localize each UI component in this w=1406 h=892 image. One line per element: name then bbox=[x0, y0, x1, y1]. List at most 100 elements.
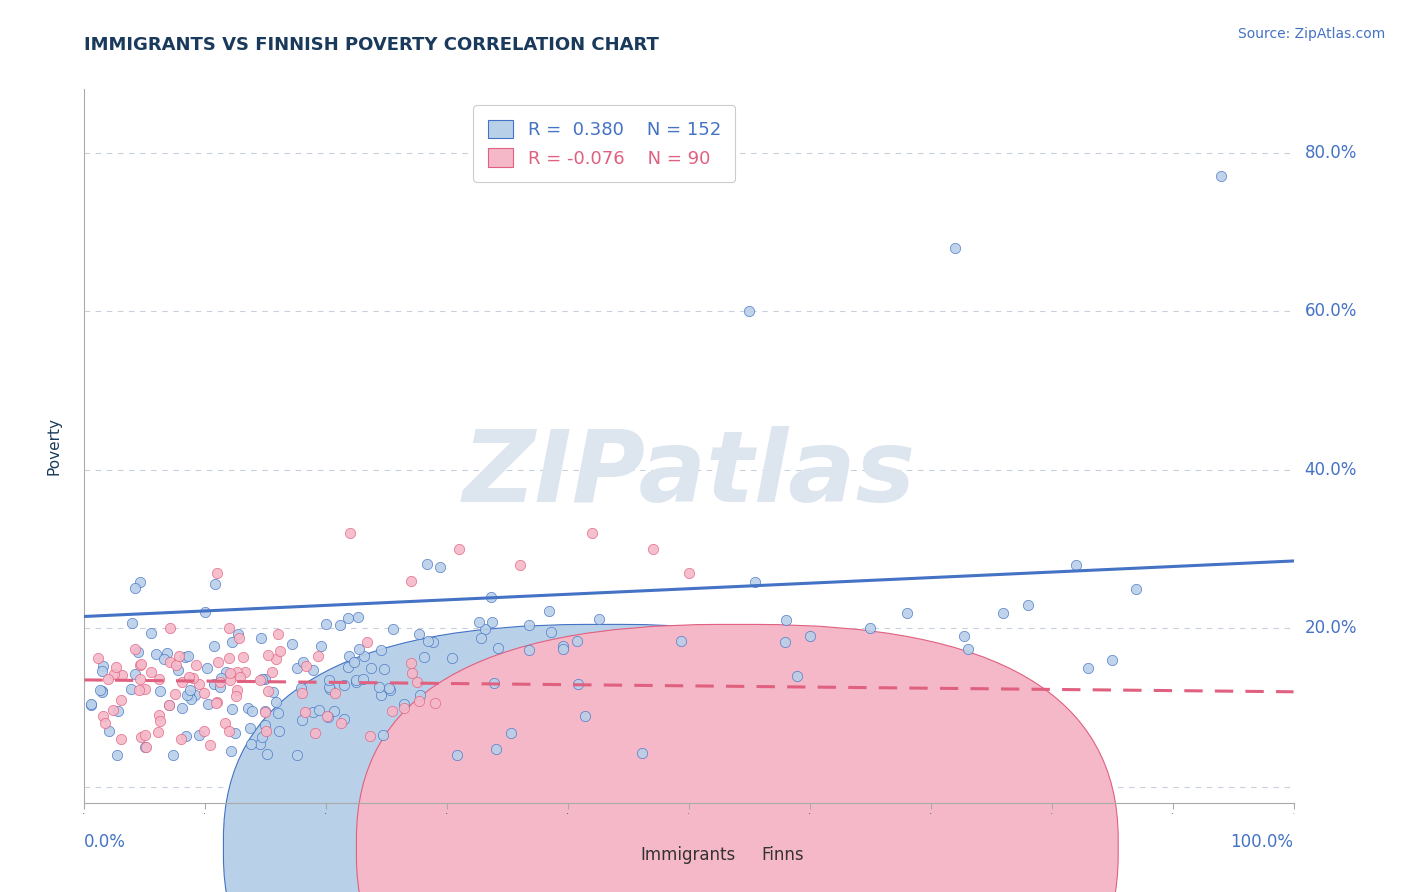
Point bbox=[218, 621, 240, 635]
Point bbox=[218, 650, 240, 665]
Point bbox=[479, 590, 502, 604]
Text: 60.0%: 60.0% bbox=[1305, 302, 1357, 320]
Point bbox=[249, 737, 271, 751]
Point bbox=[318, 673, 340, 687]
Point bbox=[184, 688, 207, 702]
Point bbox=[359, 730, 381, 744]
Point bbox=[565, 634, 588, 648]
Point bbox=[149, 714, 172, 728]
Point bbox=[103, 667, 125, 681]
Point bbox=[429, 560, 451, 574]
Point bbox=[256, 747, 278, 761]
Point bbox=[481, 615, 503, 629]
Point bbox=[267, 626, 290, 640]
Point bbox=[224, 726, 246, 740]
Point bbox=[392, 701, 415, 715]
Point bbox=[574, 709, 596, 723]
Point bbox=[172, 700, 194, 714]
Point bbox=[484, 676, 506, 690]
Point bbox=[349, 642, 371, 657]
Point bbox=[229, 670, 252, 684]
Point bbox=[360, 661, 382, 675]
Point bbox=[225, 689, 247, 703]
Point bbox=[128, 683, 150, 698]
Point bbox=[329, 715, 352, 730]
Point bbox=[90, 685, 112, 699]
Point bbox=[139, 665, 162, 679]
Point bbox=[134, 681, 156, 696]
Point bbox=[157, 698, 180, 713]
Point bbox=[467, 615, 489, 630]
Point bbox=[91, 709, 114, 723]
Point bbox=[221, 744, 243, 758]
Point bbox=[371, 727, 394, 741]
Point bbox=[474, 622, 496, 636]
Point bbox=[323, 704, 346, 718]
Point bbox=[228, 631, 250, 645]
Point bbox=[167, 648, 190, 663]
Point bbox=[153, 651, 176, 665]
Point bbox=[124, 582, 146, 596]
Point bbox=[392, 698, 415, 712]
Point bbox=[104, 660, 127, 674]
Point bbox=[204, 576, 226, 591]
Point bbox=[381, 705, 404, 719]
Point bbox=[671, 634, 693, 648]
Point bbox=[329, 617, 352, 632]
Point bbox=[287, 660, 309, 674]
Point bbox=[301, 705, 323, 719]
Point bbox=[301, 663, 323, 677]
Point bbox=[370, 643, 392, 657]
Point bbox=[409, 688, 432, 702]
Point bbox=[630, 746, 652, 760]
Point bbox=[405, 674, 427, 689]
Point bbox=[250, 730, 273, 744]
Point bbox=[337, 611, 360, 625]
Point bbox=[219, 673, 242, 688]
Point bbox=[319, 681, 342, 696]
Point bbox=[165, 658, 187, 673]
Point bbox=[416, 557, 439, 571]
Point bbox=[179, 682, 201, 697]
Point bbox=[352, 673, 374, 687]
Point bbox=[239, 722, 262, 736]
Point bbox=[413, 649, 436, 664]
Point bbox=[226, 682, 249, 697]
Point bbox=[174, 729, 197, 743]
Point bbox=[141, 625, 163, 640]
Point bbox=[159, 621, 181, 635]
Point bbox=[207, 566, 229, 580]
Point bbox=[449, 542, 471, 557]
Point bbox=[377, 681, 399, 696]
Point bbox=[401, 666, 423, 681]
Point bbox=[179, 670, 201, 684]
FancyBboxPatch shape bbox=[224, 624, 986, 892]
Point bbox=[250, 672, 273, 686]
Point bbox=[155, 646, 177, 660]
Point bbox=[581, 526, 603, 541]
Point bbox=[145, 647, 167, 661]
Point bbox=[343, 655, 366, 669]
Point bbox=[344, 673, 367, 687]
Point bbox=[134, 728, 156, 742]
Point bbox=[131, 731, 153, 745]
Point bbox=[240, 704, 263, 718]
Point bbox=[553, 640, 575, 654]
Point bbox=[269, 723, 291, 738]
Point bbox=[333, 678, 356, 692]
Point bbox=[170, 732, 193, 747]
Point bbox=[952, 629, 974, 643]
Point bbox=[446, 748, 468, 763]
Point bbox=[174, 649, 197, 664]
Point bbox=[195, 661, 218, 675]
Point bbox=[423, 696, 446, 710]
Point bbox=[486, 641, 509, 656]
Point bbox=[128, 657, 150, 672]
Point bbox=[370, 688, 392, 702]
Point bbox=[205, 694, 228, 708]
Point bbox=[105, 748, 128, 763]
Point bbox=[235, 665, 257, 680]
Point bbox=[110, 732, 132, 747]
Point bbox=[517, 618, 540, 632]
Point bbox=[896, 606, 918, 620]
